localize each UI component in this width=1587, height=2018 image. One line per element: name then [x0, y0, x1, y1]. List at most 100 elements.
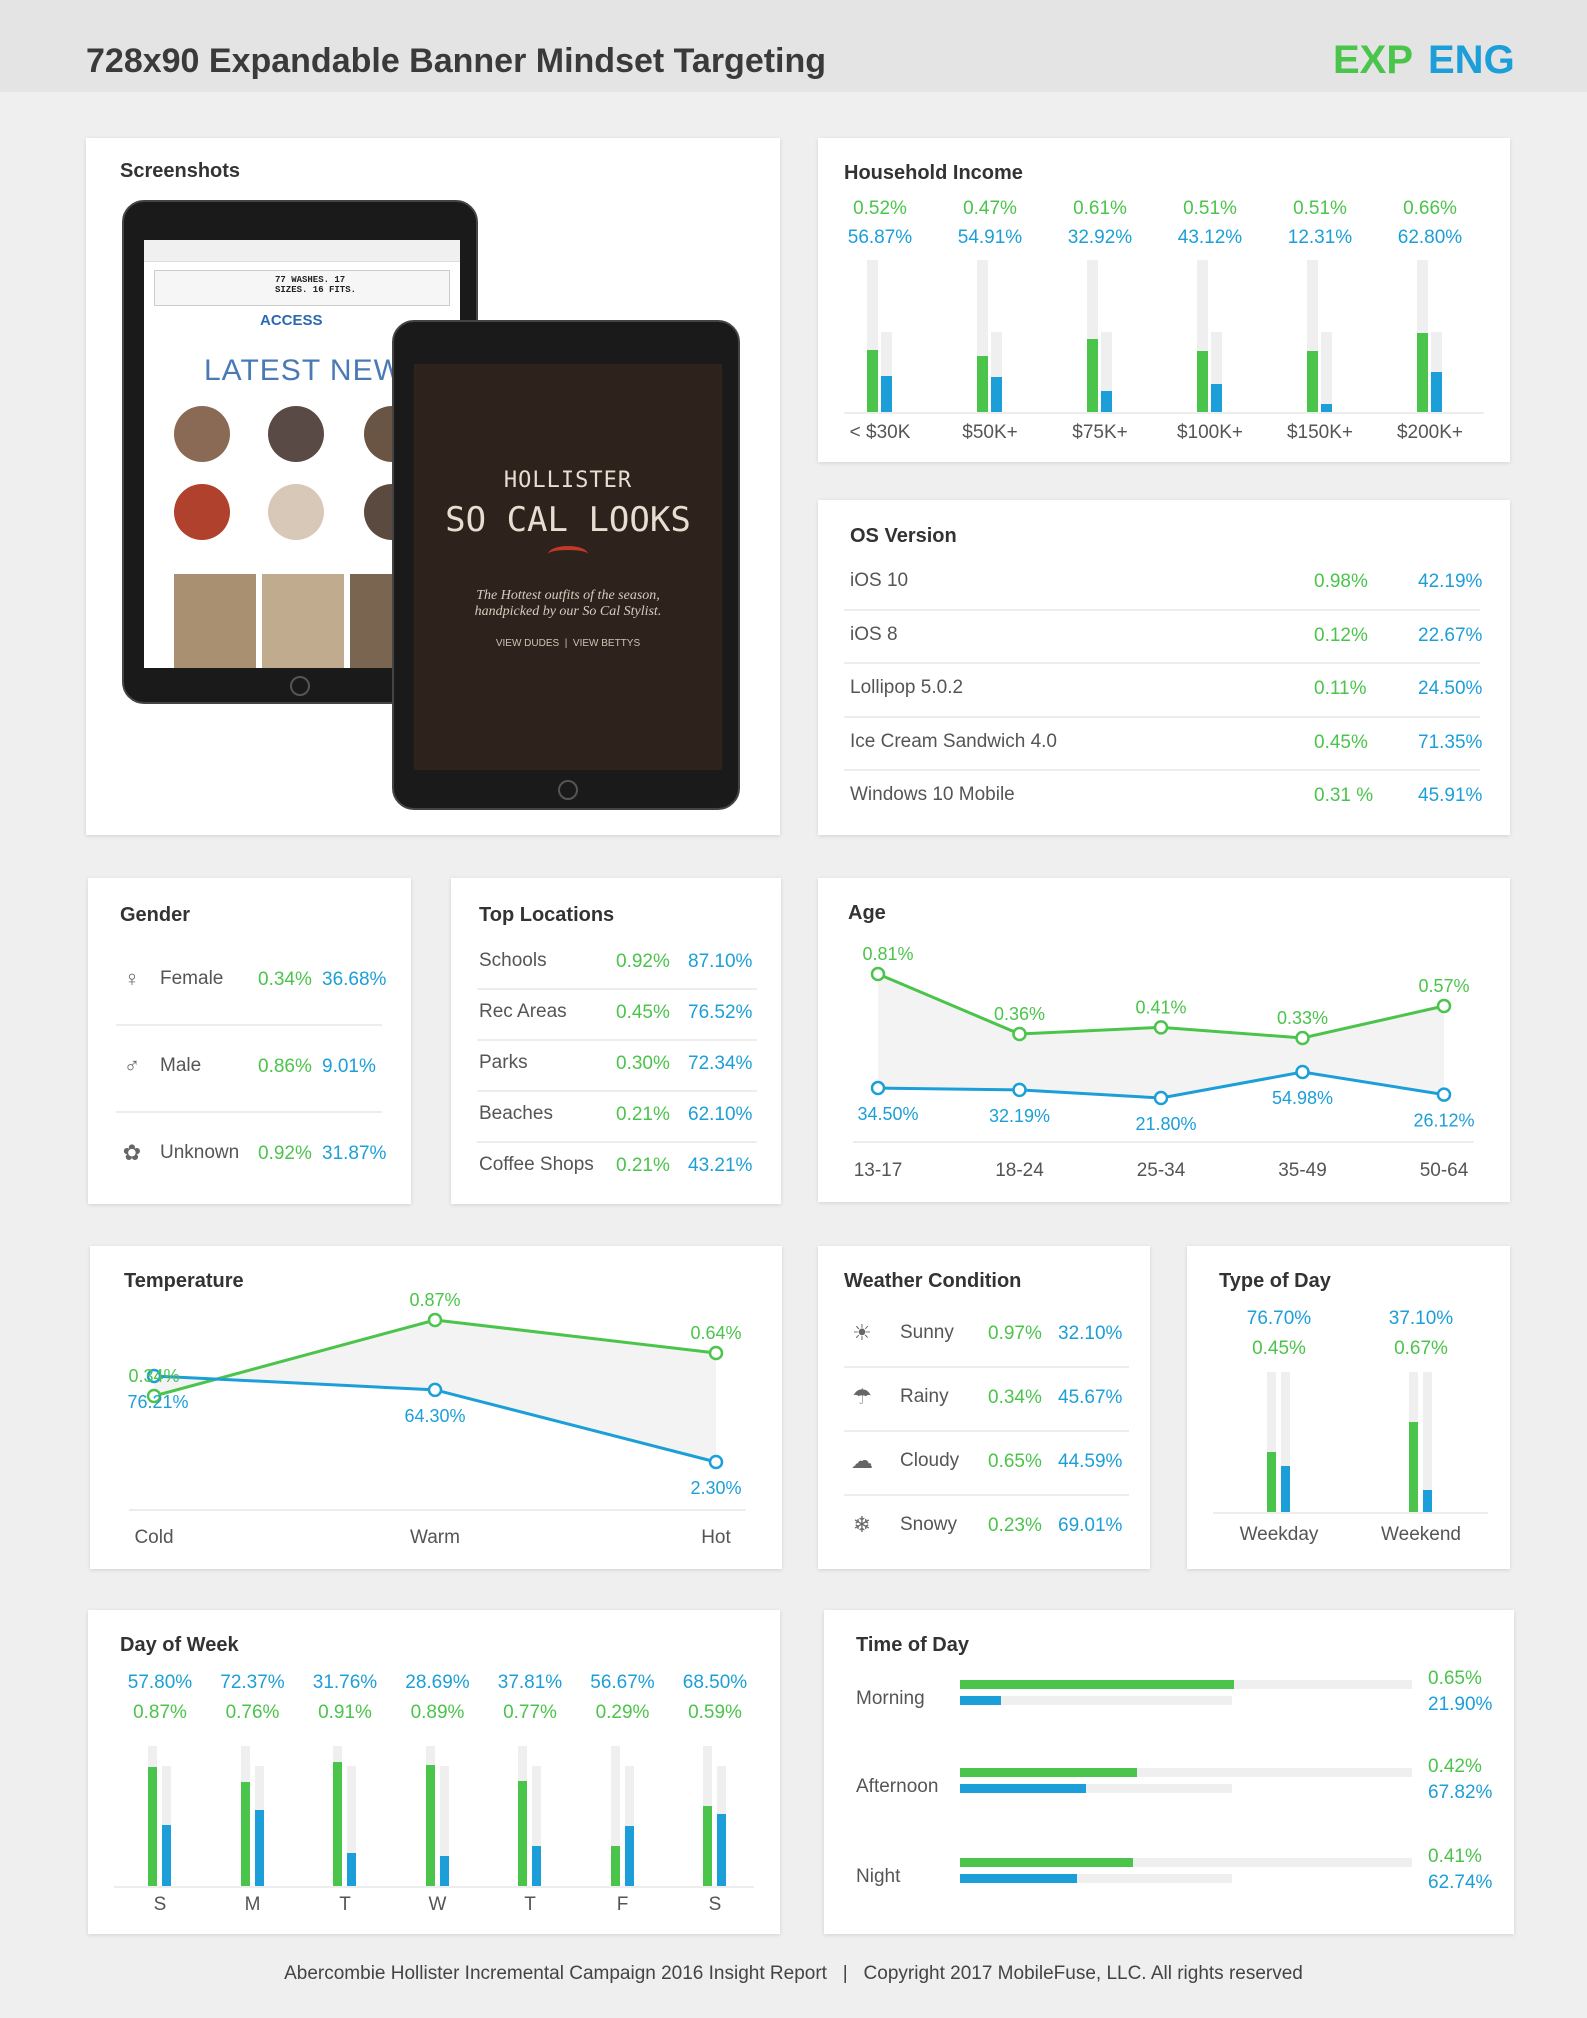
- exp-value: 0.92%: [258, 1143, 312, 1164]
- category-label: $50K+: [962, 422, 1018, 443]
- news-thumb: [174, 484, 230, 540]
- bar-track: [347, 1766, 356, 1886]
- category-label: 25-34: [1137, 1160, 1186, 1181]
- eng-point: [1012, 1082, 1027, 1098]
- eng-value: 42.19%: [1418, 571, 1483, 592]
- category-label: $200K+: [1396, 422, 1464, 443]
- ipad-hollister: HOLLISTER SO CAL LOOKS The Hottest outfi…: [392, 320, 740, 810]
- hollister-brand: HOLLISTER: [503, 468, 633, 493]
- exp-bar: [1307, 350, 1318, 412]
- eng-label: 34.50%: [857, 1104, 918, 1124]
- type-of-day-card: Type of Day 76.70% 0.45% Weekday 37.10% 0.67…: [1187, 1246, 1510, 1569]
- top-locations-card: Top Locations Schools 0.92% 87.10% Rec Area…: [451, 878, 781, 1204]
- row-label: Sunny: [900, 1322, 954, 1343]
- eng-bar: [624, 1826, 634, 1886]
- row-label: Coffee Shops: [479, 1154, 594, 1175]
- legend-exp: EXP: [1333, 38, 1414, 82]
- eng-bar: [1431, 371, 1442, 412]
- exp-value: 0.97%: [988, 1323, 1042, 1344]
- browser-bar: [144, 240, 460, 262]
- exp-value: 0.12%: [1314, 624, 1368, 646]
- axis-line: [844, 412, 1484, 414]
- eng-bar: [960, 1784, 1086, 1793]
- exp-bar: [1409, 1422, 1418, 1512]
- header-bar: 728x90 Expandable Banner Mindset Targeti…: [0, 0, 1587, 92]
- bar-track: [1423, 1372, 1432, 1512]
- bar-track: [1307, 260, 1318, 412]
- day-of-week-title: Day of Week: [120, 1634, 239, 1656]
- news-photo: [174, 574, 256, 668]
- eng-value: 87.10%: [688, 951, 753, 972]
- row-divider: [844, 715, 1480, 718]
- exp-value: 0.34%: [258, 969, 312, 990]
- eng-bar: [960, 1874, 1077, 1883]
- exp-value: 0.65%: [1428, 1668, 1482, 1689]
- exp-value: 0.67%: [1394, 1338, 1448, 1359]
- row-label: Afternoon: [856, 1776, 939, 1797]
- row-label: Parks: [479, 1052, 528, 1073]
- exp-bar: [148, 1767, 157, 1886]
- home-button: [290, 676, 310, 696]
- eng-label: 21.80%: [1135, 1114, 1196, 1134]
- screenshots-title: Screenshots: [120, 160, 241, 182]
- exp-bar: [703, 1805, 712, 1886]
- eng-value: 9.01%: [322, 1056, 376, 1077]
- eng-bar: [717, 1814, 726, 1886]
- row-label: Ice Cream Sandwich 4.0: [850, 730, 1057, 752]
- time-of-day-chart: Morning 0.65% 21.90% Afternoon 0.42% 67.82% Ni…: [824, 1610, 1514, 1934]
- bar-track: [881, 332, 892, 412]
- axis-line: [114, 1886, 754, 1888]
- row-divider: [477, 987, 757, 990]
- weather-title: Weather Condition: [844, 1270, 1022, 1292]
- exp-value: 0.42%: [1428, 1756, 1482, 1777]
- household-income-chart: 0.52% 56.87% < $30K 0.47% 54.91% $50K+ 0.61% 32…: [818, 138, 1510, 462]
- female-icon: ♀: [123, 966, 141, 991]
- eng-value: 72.34%: [688, 1053, 753, 1074]
- exp-value: 0.52%: [853, 198, 907, 219]
- bar-track: [610, 1746, 620, 1886]
- footer-text: Abercombie Hollister Incremental Campaig…: [284, 1963, 1303, 1984]
- eng-value: 69.01%: [1058, 1515, 1123, 1536]
- eng-value: 32.10%: [1058, 1323, 1123, 1344]
- exp-value: 0.87%: [133, 1702, 187, 1723]
- exp-value: 0.23%: [988, 1515, 1042, 1536]
- row-label: iOS 10: [850, 570, 909, 591]
- area-fill: [154, 1320, 716, 1462]
- row-divider: [116, 1023, 382, 1026]
- exp-value: 0.65%: [988, 1451, 1042, 1472]
- row-label: Beaches: [479, 1103, 553, 1124]
- hollister-headline: SO CAL LOOKS: [445, 500, 691, 540]
- eng-value: 45.91%: [1418, 785, 1483, 806]
- bar-track: [867, 260, 878, 412]
- eng-bar: [960, 1696, 1001, 1705]
- promo-text: 77 WASHES. 17 SIZES. 16 FITS.: [275, 275, 357, 295]
- exp-value: 0.45%: [1252, 1338, 1306, 1359]
- news-photo: [262, 574, 344, 668]
- exp-label: 0.57%: [1418, 976, 1469, 996]
- bar-track: [1087, 260, 1098, 412]
- eng-value: 31.76%: [312, 1672, 378, 1693]
- promo-banner: 77 WASHES. 17 SIZES. 16 FITS.: [154, 270, 450, 306]
- area-fill: [878, 974, 1444, 1098]
- eng-value: 43.21%: [688, 1155, 753, 1176]
- os-version-title: OS Version: [850, 525, 957, 547]
- eng-value: 12.31%: [1287, 227, 1353, 248]
- eng-value: 62.10%: [688, 1104, 753, 1125]
- weather-card: Weather Condition ☀ Sunny 0.97% 32.10% ☂ Rain…: [818, 1246, 1150, 1569]
- exp-value: 0.86%: [258, 1056, 312, 1077]
- exp-point: [1436, 998, 1452, 1014]
- exp-value: 0.45%: [616, 1002, 670, 1023]
- eng-value: 62.80%: [1397, 227, 1463, 248]
- eng-label: 26.12%: [1413, 1111, 1474, 1131]
- category-label: Hot: [701, 1527, 731, 1548]
- eng-value: 56.67%: [590, 1672, 655, 1693]
- category-label: $75K+: [1072, 422, 1128, 443]
- type-of-day-title: Type of Day: [1219, 1270, 1331, 1292]
- exp-point: [146, 1388, 162, 1404]
- eng-bar: [439, 1855, 449, 1886]
- eng-value: 31.87%: [322, 1143, 387, 1164]
- household-income-card: Household Income 0.52% 56.87% < $30K 0.47% 5…: [818, 138, 1510, 462]
- eng-value: 24.50%: [1418, 678, 1483, 699]
- news-thumb: [174, 406, 230, 462]
- eng-value: 28.69%: [405, 1672, 470, 1693]
